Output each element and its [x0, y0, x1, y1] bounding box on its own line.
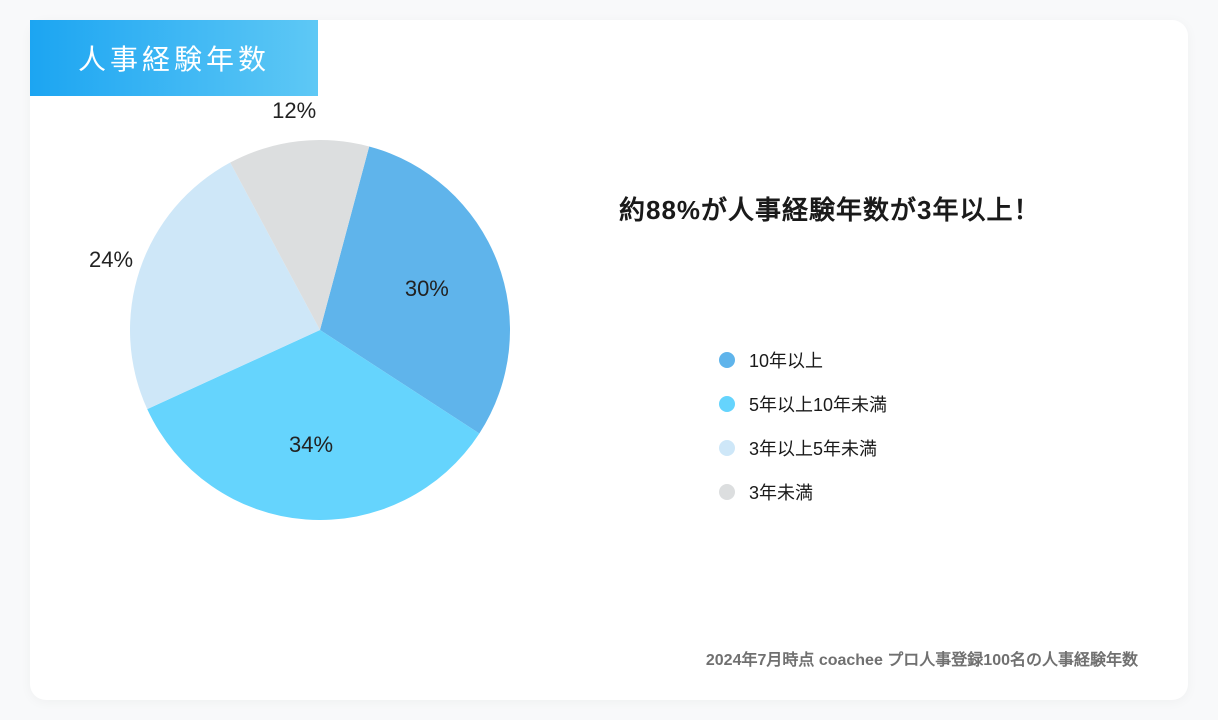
chart-card: 人事経験年数 30% 34% 24% 12% 約88%が人事経験年数が3年以上！ 10… — [30, 20, 1188, 700]
legend-label: 3年未満 — [749, 479, 813, 505]
slice-label: 24% — [89, 247, 133, 273]
pie-chart: 30%34%24%12% — [130, 140, 510, 520]
info-area: 約88%が人事経験年数が3年以上！ 10年以上 5年以上10年未満 3年以上5年未満… — [609, 130, 1188, 700]
legend-label: 10年以上 — [749, 347, 823, 373]
legend-label: 3年以上5年未満 — [749, 435, 877, 461]
legend-item: 3年以上5年未満 — [719, 435, 1148, 461]
legend-dot-icon — [719, 484, 735, 500]
title-badge: 人事経験年数 — [30, 20, 318, 96]
chart-area: 30%34%24%12% — [30, 130, 609, 700]
legend: 10年以上 5年以上10年未満 3年以上5年未満 3年未満 — [619, 347, 1148, 505]
legend-label: 5年以上10年未満 — [749, 391, 887, 417]
legend-dot-icon — [719, 396, 735, 412]
legend-dot-icon — [719, 352, 735, 368]
legend-item: 3年未満 — [719, 479, 1148, 505]
content-row: 30% 34% 24% 12% 約88%が人事経験年数が3年以上！ 10年以上 5年以上… — [30, 20, 1188, 700]
title-text: 人事経験年数 — [78, 44, 270, 75]
legend-dot-icon — [719, 440, 735, 456]
footnote: 2024年7月時点 coachee プロ人事登録100名の人事経験年数 — [706, 646, 1138, 670]
headline: 約88%が人事経験年数が3年以上！ — [619, 190, 1148, 227]
legend-item: 10年以上 — [719, 347, 1148, 373]
legend-item: 5年以上10年未満 — [719, 391, 1148, 417]
pie-svg — [130, 140, 510, 520]
slice-label: 34% — [289, 432, 333, 458]
slice-label: 30% — [405, 276, 449, 302]
slice-label: 12% — [272, 98, 316, 124]
